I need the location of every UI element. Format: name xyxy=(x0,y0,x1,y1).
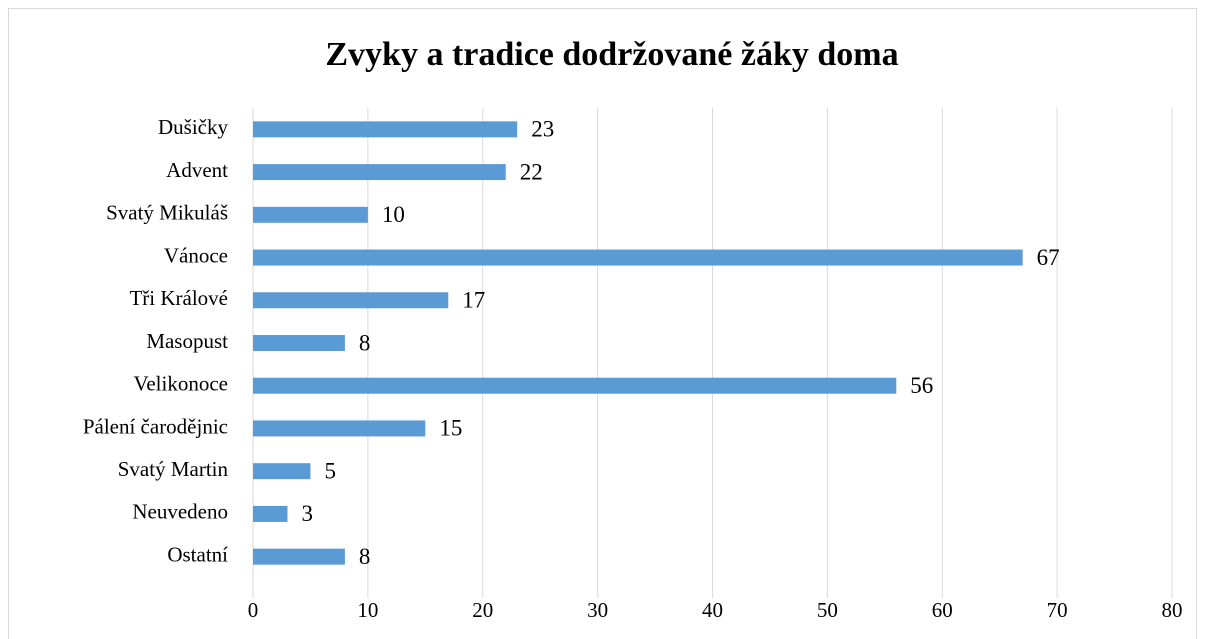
bar xyxy=(253,335,345,351)
bar xyxy=(253,121,518,138)
chart-title: Zvyky a tradice dodržované žáky doma xyxy=(325,36,898,73)
bar xyxy=(253,377,897,394)
y-tick-label: Svatý Mikuláš xyxy=(106,201,228,225)
x-tick-label: 50 xyxy=(817,598,838,622)
y-tick-label: Masopust xyxy=(146,329,228,353)
x-tick-label: 0 xyxy=(248,598,259,622)
y-tick-label: Advent xyxy=(166,158,228,182)
y-tick-label: Vánoce xyxy=(164,243,228,267)
chart-border xyxy=(8,8,1197,639)
bar xyxy=(253,206,368,223)
y-tick-label: Dušičky xyxy=(158,115,228,139)
x-tick-label: 70 xyxy=(1047,598,1068,622)
data-label: 8 xyxy=(359,330,371,355)
bar xyxy=(253,463,311,480)
bar xyxy=(253,164,506,181)
x-tick-label: 10 xyxy=(357,598,378,622)
x-tick-label: 60 xyxy=(932,598,953,622)
x-tick-label: 40 xyxy=(702,598,723,622)
y-tick-label: Svatý Martin xyxy=(118,457,229,481)
data-label: 22 xyxy=(520,159,543,184)
y-tick-label: Velikonoce xyxy=(134,372,228,396)
data-label: 5 xyxy=(324,458,336,483)
x-tick-label: 20 xyxy=(472,598,493,622)
data-label: 8 xyxy=(359,544,371,569)
bar xyxy=(253,420,426,437)
y-tick-label: Neuvedeno xyxy=(132,500,228,524)
data-label: 17 xyxy=(462,288,485,313)
bar xyxy=(253,548,345,565)
x-tick-label: 80 xyxy=(1162,598,1183,622)
y-tick-label: Tři Králové xyxy=(129,286,228,310)
y-tick-label: Ostatní xyxy=(167,542,228,566)
x-tick-label: 30 xyxy=(587,598,608,622)
y-tick-label: Pálení čarodějnic xyxy=(83,414,228,438)
data-label: 3 xyxy=(301,501,313,526)
bar xyxy=(253,292,449,309)
data-label: 10 xyxy=(382,202,405,227)
data-label: 15 xyxy=(439,416,462,441)
data-label: 23 xyxy=(531,117,554,142)
data-label: 56 xyxy=(910,373,933,398)
bar xyxy=(253,249,1023,266)
bar xyxy=(253,505,288,522)
data-label: 67 xyxy=(1037,245,1060,270)
